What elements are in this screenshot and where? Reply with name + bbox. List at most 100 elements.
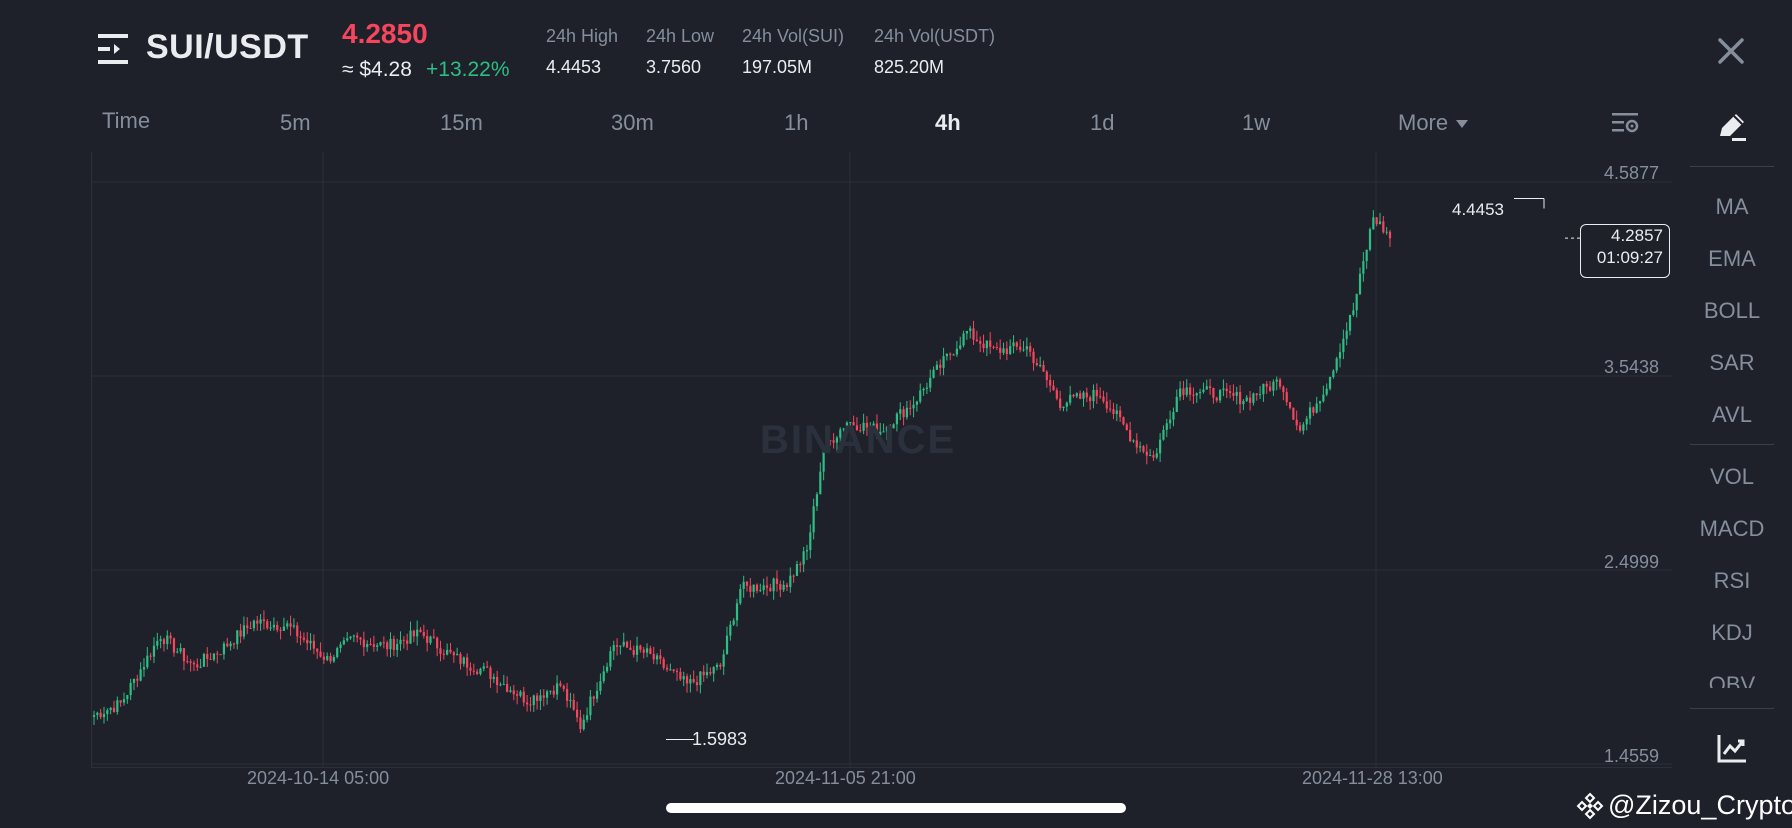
candle [959,336,962,351]
candle-body [326,656,329,660]
candle [1112,402,1115,420]
candle [995,342,998,351]
indicator-vol[interactable]: VOL [1709,464,1755,489]
candle-body [682,676,685,680]
candle [999,339,1002,360]
candle-body [482,666,485,669]
candle [835,435,839,452]
candle [152,637,156,664]
candle-body [322,656,325,660]
indicator-sar[interactable]: SAR [1709,350,1755,375]
candle [409,621,412,644]
candle-body [1312,407,1315,413]
candle [679,667,682,681]
candle-body [389,638,392,650]
indicator-obv[interactable]: OBV [1708,672,1756,688]
candle [749,577,752,598]
candle [932,366,935,379]
candlestick-chart[interactable] [91,152,1672,768]
tab-5m[interactable]: 5m [280,110,311,135]
candle [1378,212,1382,225]
candle [149,652,152,661]
candle [582,714,585,731]
candle [492,673,495,683]
candle-body [1295,419,1298,426]
indicator-macd[interactable]: MACD [1699,516,1765,541]
candle [159,635,162,649]
candle-body [382,642,385,644]
candle-body [189,661,192,663]
candle [1258,386,1262,400]
tab-15m[interactable]: 15m [440,110,483,135]
tab-1h[interactable]: 1h [784,110,809,135]
candle [386,640,389,657]
candle-body [1165,423,1168,430]
indicator-ma[interactable]: MA [1715,194,1749,219]
candle-body [362,639,365,648]
candle [1322,385,1325,403]
close-icon[interactable] [1714,34,1748,68]
candle [1382,216,1385,234]
candle [1308,401,1312,425]
stat-value-24h-vol-usdt: 825.20M [874,57,945,77]
tab-1d[interactable]: 1d [1090,110,1115,135]
candle [1298,421,1302,433]
tab-1w[interactable]: 1w [1242,110,1271,135]
candle [212,653,216,662]
candle-body [1135,440,1138,448]
candle-body [1265,383,1268,387]
candle [1005,341,1008,361]
candle [162,637,166,652]
tab-4h[interactable]: 4h [935,110,961,135]
candle-body [506,683,509,692]
candle-body [819,471,822,495]
indicator-kdj[interactable]: KDJ [1711,620,1753,645]
candle-body [116,700,119,713]
candle [1015,341,1018,351]
chart-settings-icon[interactable] [1610,110,1640,136]
candle [216,650,219,664]
candle [496,670,499,694]
candle-body [142,667,146,670]
candle [935,360,938,370]
tab-30m[interactable]: 30m [611,110,654,135]
candle-body [822,450,825,472]
candle-body [109,707,112,711]
candle [336,646,339,659]
candle [1009,339,1012,355]
candle-body [1092,389,1095,402]
candle [705,663,709,679]
candle-body [1192,394,1195,396]
candle [479,667,482,676]
indicator-chart-icon[interactable] [1716,732,1748,764]
candle-body [632,649,635,655]
candle [1069,385,1072,406]
drawing-tool-icon[interactable] [1716,110,1748,142]
tab-more[interactable]: More [1398,110,1469,136]
candle [595,682,599,703]
candle [839,427,842,447]
candle-body [1318,401,1322,404]
candle [106,708,109,721]
candle [799,561,802,573]
candle-body [1215,397,1218,401]
candle [462,656,465,667]
tab-time[interactable]: Time [102,108,151,133]
candle-body [359,637,362,640]
indicator-rsi[interactable]: RSI [1713,568,1751,593]
candle-body [1218,390,1222,401]
pair-title[interactable]: SUI/USDT [146,28,309,66]
candle [119,700,122,707]
candle-body [629,647,632,650]
menu-icon[interactable] [98,32,132,66]
candle-body [529,704,532,706]
current-price-tag[interactable]: 4.2857 01:09:27 [1580,224,1670,278]
chart-canvas[interactable] [92,152,1672,767]
indicator-boll[interactable]: BOLL [1703,298,1761,323]
home-indicator[interactable] [666,803,1126,813]
candle [1232,384,1235,401]
indicator-ema[interactable]: EMA [1708,246,1756,271]
indicator-avl[interactable]: AVL [1712,402,1752,427]
candle [299,631,302,646]
candle [196,658,199,672]
